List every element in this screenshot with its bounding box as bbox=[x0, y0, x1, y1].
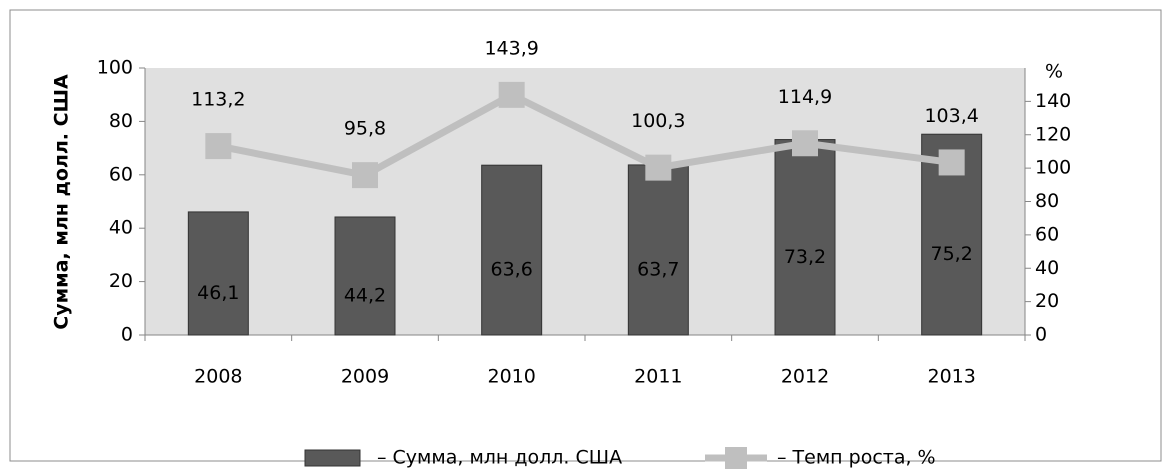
y2-tick-label: 0 bbox=[1035, 324, 1047, 346]
bar-value-label: 73,2 bbox=[784, 246, 826, 268]
line-value-label: 103,4 bbox=[924, 105, 978, 127]
x-tick-label: 2012 bbox=[781, 366, 829, 388]
x-tick-label: 2009 bbox=[341, 366, 389, 388]
line-marker bbox=[792, 130, 818, 157]
x-tick-label: 2008 bbox=[194, 366, 242, 388]
x-tick-label: 2010 bbox=[487, 366, 535, 388]
bar bbox=[481, 164, 543, 336]
x-tick-label: 2013 bbox=[927, 366, 975, 388]
bar bbox=[334, 216, 396, 336]
line-value-label: 113,2 bbox=[191, 89, 245, 111]
line-marker bbox=[938, 149, 965, 176]
bar bbox=[774, 139, 836, 336]
legend-label: – Сумма, млн долл. США bbox=[377, 447, 622, 469]
line-value-label: 143,9 bbox=[484, 37, 538, 59]
y2-tick-label: 40 bbox=[1035, 257, 1059, 279]
legend-swatch bbox=[304, 449, 361, 467]
line-marker bbox=[645, 154, 672, 181]
y-tick-label: 0 bbox=[121, 324, 133, 346]
plot-area bbox=[145, 68, 1025, 335]
line-value-label: 114,9 bbox=[778, 86, 832, 108]
bar-value-label: 63,7 bbox=[637, 258, 679, 280]
y-tick-label: 20 bbox=[109, 270, 133, 292]
legend-label: – Темп роста, % bbox=[777, 447, 936, 469]
y2-tick-label: 60 bbox=[1035, 223, 1059, 245]
line-marker bbox=[205, 133, 232, 160]
line bbox=[217, 90, 953, 179]
line-value-label: 100,3 bbox=[631, 110, 685, 132]
y2-tick-label: 20 bbox=[1035, 290, 1059, 312]
y2-tick-label: 100 bbox=[1035, 157, 1071, 179]
y-tick-label: 40 bbox=[109, 217, 133, 239]
bar-value-label: 75,2 bbox=[931, 243, 973, 265]
bar-value-label: 46,1 bbox=[197, 282, 239, 304]
y-tick-label: 100 bbox=[97, 57, 133, 79]
y2-tick-label: 140 bbox=[1035, 90, 1071, 112]
y-tick-label: 80 bbox=[109, 110, 133, 132]
line-marker bbox=[352, 162, 378, 189]
line-value-label: 95,8 bbox=[344, 118, 386, 140]
y2-tick-label: 80 bbox=[1035, 190, 1059, 212]
line-marker bbox=[498, 81, 525, 108]
y-axis-label: Сумма, млн долл. США bbox=[51, 74, 73, 330]
bar-value-label: 63,6 bbox=[491, 259, 533, 281]
y-tick-label: 60 bbox=[109, 163, 133, 185]
legend-marker bbox=[725, 447, 747, 469]
bar bbox=[187, 211, 249, 336]
bar bbox=[627, 164, 689, 336]
x-tick-label: 2011 bbox=[634, 366, 682, 388]
y2-axis-label: % bbox=[1045, 61, 1063, 83]
bar-value-label: 44,2 bbox=[344, 284, 386, 306]
y2-tick-label: 120 bbox=[1035, 123, 1071, 145]
